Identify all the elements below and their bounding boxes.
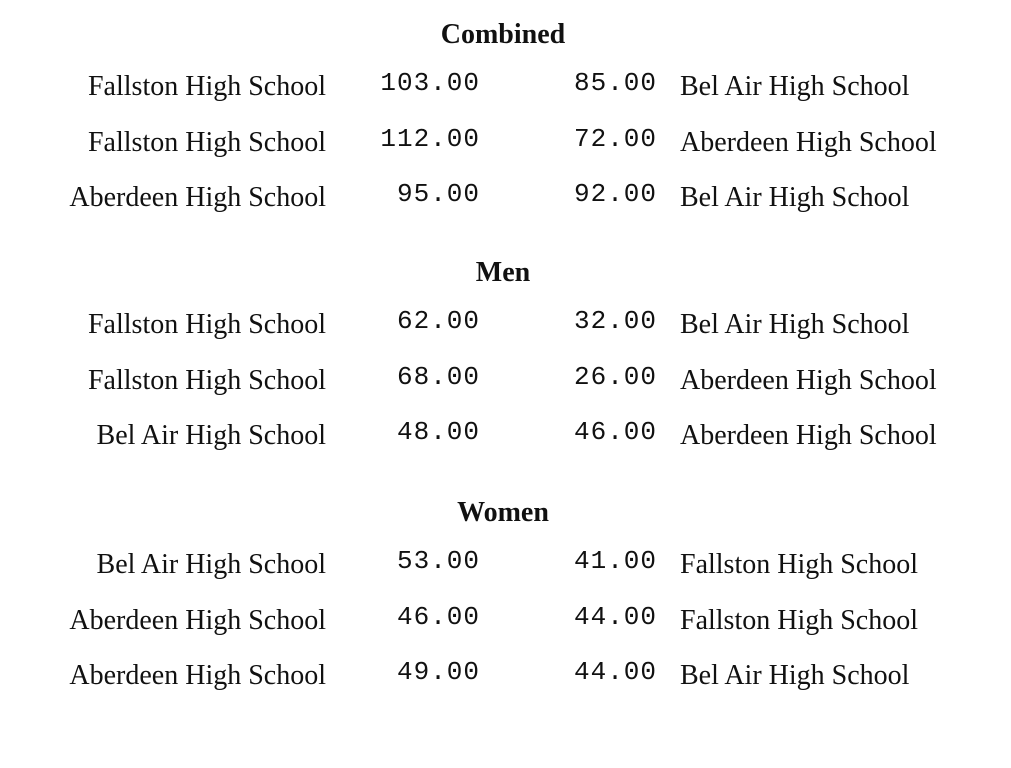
home-score: 49.00 — [396, 657, 480, 687]
away-team: Fallston High School — [680, 549, 919, 580]
away-team: Bel Air High School — [680, 660, 910, 691]
home-team: Aberdeen High School — [69, 660, 326, 691]
away-team: Aberdeen High School — [680, 364, 937, 396]
away-score: 72.00 — [573, 123, 657, 154]
away-score: 85.00 — [573, 68, 657, 98]
away-score: 92.00 — [573, 179, 657, 209]
home-team: Fallston High School — [87, 126, 326, 158]
home-team: Fallston High School — [87, 309, 326, 340]
away-team: Bel Air High School — [680, 309, 910, 340]
home-team: Aberdeen High School — [69, 182, 326, 213]
away-score: 32.00 — [573, 306, 657, 336]
away-score: 26.00 — [573, 361, 657, 392]
home-score: 103.00 — [380, 68, 480, 98]
home-team: Fallston High School — [87, 71, 326, 102]
away-score: 44.00 — [573, 601, 657, 632]
home-score: 53.00 — [396, 546, 480, 576]
home-team: Fallston High School — [87, 364, 326, 396]
home-team: Bel Air High School — [96, 420, 326, 451]
away-score: 41.00 — [573, 546, 657, 576]
home-team: Bel Air High School — [96, 549, 326, 580]
home-score: 48.00 — [396, 417, 480, 447]
home-score: 95.00 — [396, 179, 480, 209]
section-title: Women — [457, 497, 549, 528]
home-score: 68.00 — [396, 361, 480, 392]
away-team: Aberdeen High School — [680, 420, 937, 451]
home-score: 46.00 — [396, 601, 480, 632]
away-score: 46.00 — [573, 417, 657, 447]
away-score: 44.00 — [573, 657, 657, 687]
away-team: Bel Air High School — [680, 71, 910, 102]
home-team: Aberdeen High School — [69, 604, 326, 636]
section-title: Men — [475, 257, 531, 288]
section-title: Combined — [440, 19, 566, 50]
home-score: 62.00 — [396, 306, 480, 336]
away-team: Fallston High School — [680, 604, 919, 636]
away-team: Bel Air High School — [680, 182, 910, 213]
home-score: 112.00 — [380, 123, 480, 154]
away-team: Aberdeen High School — [680, 126, 937, 158]
